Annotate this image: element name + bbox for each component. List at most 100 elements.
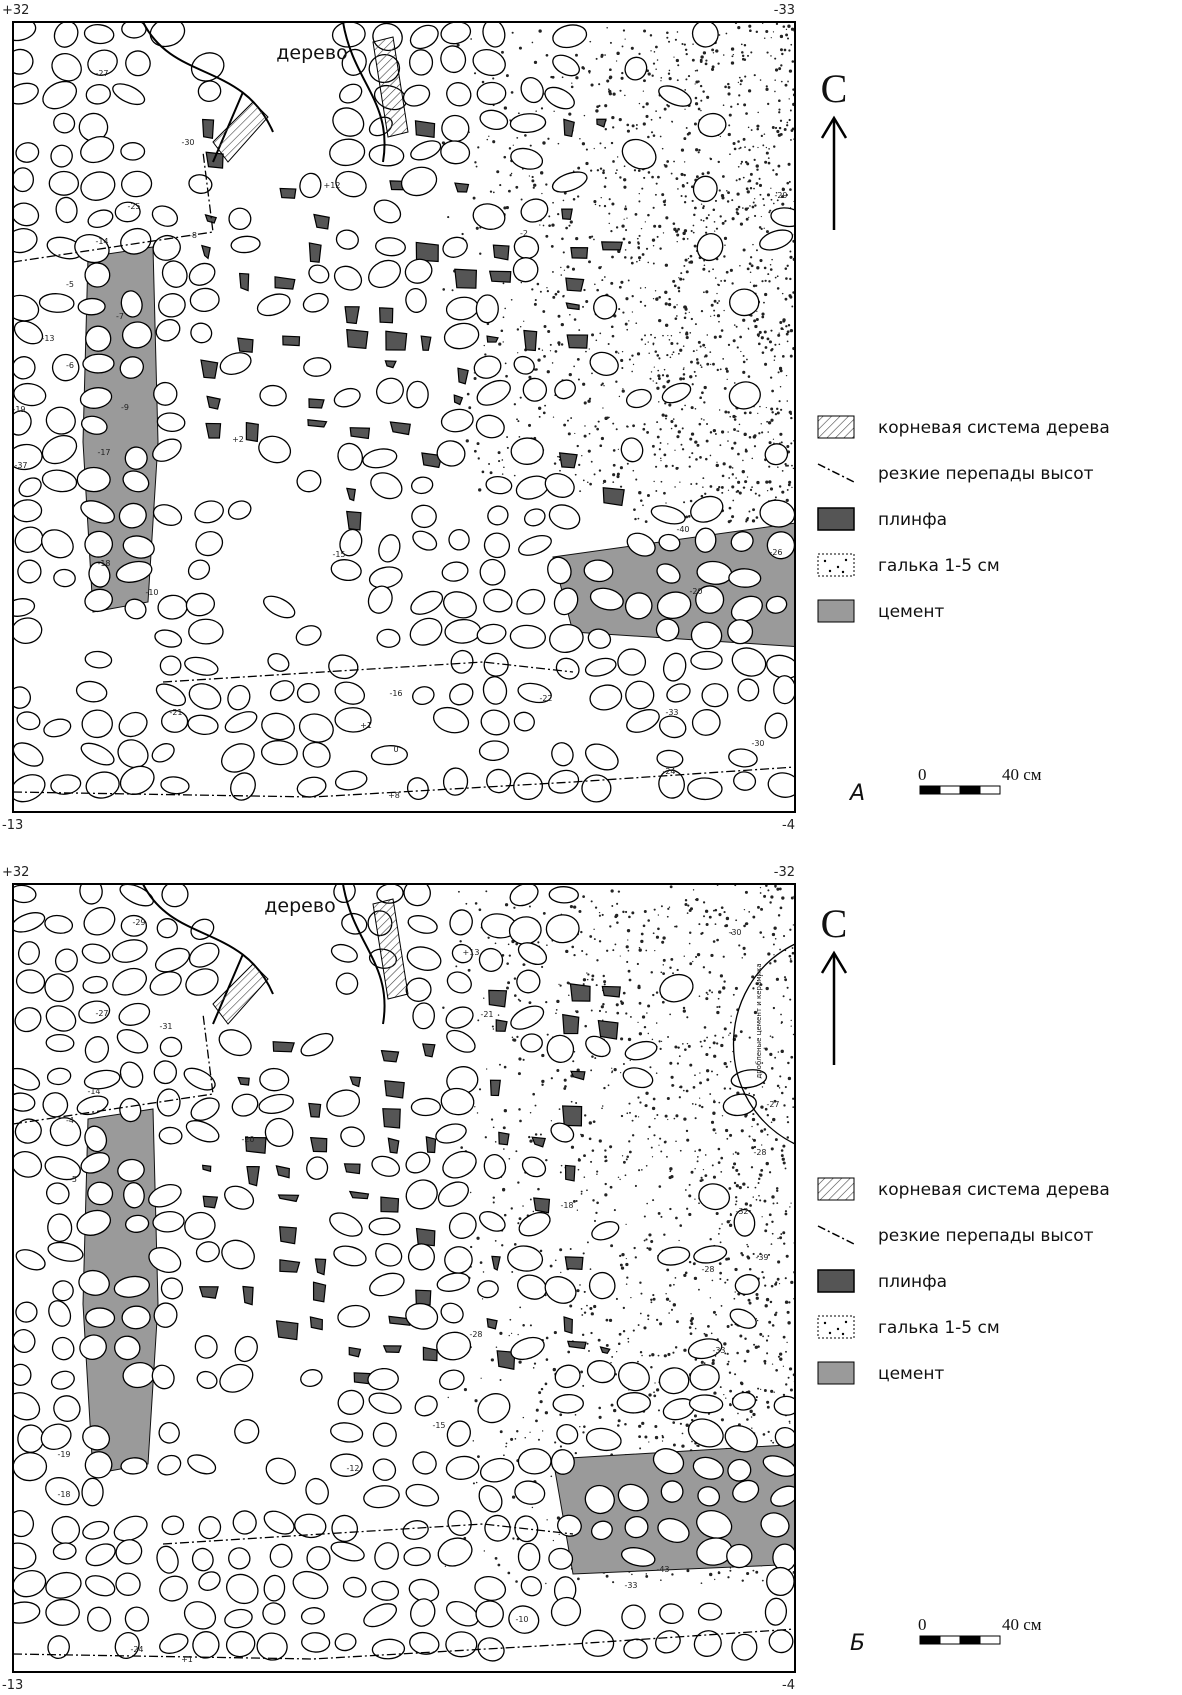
gravel-dot <box>664 464 668 468</box>
gravel-dot <box>712 52 715 54</box>
stone <box>728 381 761 410</box>
stone <box>475 1600 504 1628</box>
plinth-fragment <box>564 1256 584 1271</box>
gravel-dot <box>770 329 773 332</box>
gravel-dot <box>650 131 654 134</box>
gravel-dot <box>769 962 772 965</box>
gravel-dot <box>750 1416 753 1418</box>
plinth-fragment <box>382 1345 402 1354</box>
stone <box>549 624 584 653</box>
gravel-dot <box>758 494 761 497</box>
gravel-dot <box>541 1079 545 1084</box>
gravel-dot <box>709 157 711 159</box>
gravel-dot <box>786 400 789 402</box>
stone <box>513 711 535 732</box>
stone <box>697 112 727 138</box>
gravel-dot <box>648 1393 652 1397</box>
gravel-dot <box>785 1254 789 1258</box>
gravel-dot <box>499 1430 503 1434</box>
stone <box>689 1364 720 1391</box>
gravel-dot <box>643 1215 646 1218</box>
gravel-dot <box>706 1078 710 1082</box>
gravel-dot <box>672 222 676 225</box>
stone <box>16 711 41 731</box>
gravel-dot <box>549 343 552 346</box>
gravel-dot <box>647 261 650 264</box>
gravel-dot <box>640 227 643 230</box>
gravel-dot <box>779 321 783 324</box>
gravel-dot <box>728 1034 730 1036</box>
gravel-dot <box>478 908 482 912</box>
gravel-dot <box>598 1406 601 1410</box>
gravel-dot <box>510 1207 513 1210</box>
gravel-dot <box>594 906 598 909</box>
stone <box>259 384 287 407</box>
gravel-dot <box>656 1113 659 1116</box>
gravel-dot <box>716 301 719 305</box>
gravel-dot <box>734 1373 737 1376</box>
gravel-dot <box>740 350 742 353</box>
plinth-fragment <box>309 1136 328 1153</box>
stone <box>13 22 37 42</box>
gravel-dot <box>658 318 662 323</box>
gravel-dot <box>627 1337 630 1340</box>
gravel-dot <box>780 1013 782 1016</box>
stone <box>326 1089 361 1117</box>
gravel-dot <box>700 418 703 420</box>
gravel-dot <box>789 959 793 963</box>
gravel-dot <box>739 1381 743 1385</box>
gravel-dot <box>676 342 679 345</box>
gravel-dot <box>568 224 571 227</box>
stone <box>618 1361 650 1392</box>
gravel-dot <box>682 1006 686 1010</box>
gravel-dot <box>609 1145 613 1149</box>
gravel-dot <box>780 1233 783 1235</box>
gravel-dot <box>625 1158 628 1161</box>
gravel-dot <box>513 906 516 909</box>
gravel-dot <box>580 1134 584 1138</box>
gravel-dot <box>657 1354 660 1357</box>
gravel-dot <box>675 177 679 180</box>
gravel-dot <box>501 50 504 54</box>
stone <box>581 774 612 803</box>
gravel-dot <box>757 412 759 414</box>
stone <box>81 943 111 964</box>
stone <box>551 171 588 193</box>
gravel-dot <box>646 1202 649 1205</box>
stone <box>263 595 296 619</box>
gravel-dot <box>772 438 775 440</box>
gravel-dot <box>774 496 777 499</box>
gravel-dot <box>608 1318 613 1322</box>
gravel-dot <box>689 437 693 441</box>
gravel-dot <box>737 26 741 30</box>
gravel-dot <box>545 53 549 57</box>
stone <box>522 377 548 402</box>
gravel-dot <box>638 234 641 237</box>
gravel-dot <box>786 1310 790 1314</box>
gravel-dot <box>691 58 695 62</box>
stone <box>15 1249 46 1271</box>
gravel-dot <box>683 173 686 177</box>
gravel-dot <box>761 1270 764 1274</box>
gravel-dot <box>604 1149 607 1152</box>
gravel-dot <box>730 1015 732 1017</box>
stone <box>269 1543 293 1568</box>
plinth-fragment <box>349 427 371 440</box>
gravel-dot <box>767 431 770 433</box>
gravel-dot <box>477 146 480 149</box>
gravel-dot <box>672 1443 676 1447</box>
gravel-dot <box>465 439 469 443</box>
gravel-dot <box>797 386 800 389</box>
gravel-dot <box>786 330 790 334</box>
gravel-dot <box>699 397 701 399</box>
stone <box>81 1477 104 1507</box>
stone <box>156 1088 181 1117</box>
stone <box>625 388 652 409</box>
gravel-dot <box>789 255 793 259</box>
stone <box>445 296 479 321</box>
gravel-dot <box>655 68 657 71</box>
gravel-dot <box>661 147 664 150</box>
gravel-dot <box>776 199 779 202</box>
gravel-dot <box>700 99 703 102</box>
gravel-dot <box>752 145 755 148</box>
